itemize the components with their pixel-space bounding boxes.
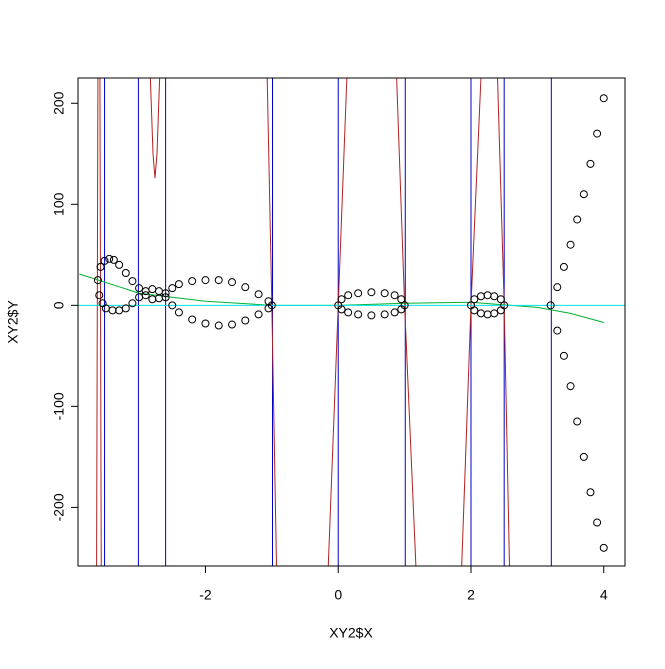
y-tick-label: 0 (51, 301, 67, 309)
point (168, 301, 177, 310)
point (121, 268, 130, 277)
point (161, 293, 170, 302)
point (201, 276, 210, 285)
point (599, 543, 608, 552)
point (254, 310, 263, 319)
point (135, 293, 144, 302)
y-tick-label: 100 (51, 192, 67, 216)
point (490, 309, 499, 318)
point (100, 256, 109, 265)
point (496, 295, 505, 304)
y-tick-label: -100 (51, 392, 67, 420)
point (337, 305, 346, 314)
point (559, 262, 568, 271)
point (470, 306, 479, 315)
point (380, 310, 389, 319)
point (476, 292, 485, 301)
point (105, 254, 114, 263)
point (573, 215, 582, 224)
point (96, 262, 105, 271)
point (380, 289, 389, 298)
point (390, 308, 399, 317)
point (101, 304, 110, 313)
point (264, 304, 273, 313)
point (108, 306, 117, 315)
y-tick-label: 200 (51, 91, 67, 115)
point (188, 277, 197, 286)
x-axis-label: XY2$X (329, 625, 373, 641)
point (390, 291, 399, 300)
point (367, 311, 376, 320)
point (566, 382, 575, 391)
point (483, 310, 492, 319)
point (586, 488, 595, 497)
point (214, 276, 223, 285)
point (228, 320, 237, 329)
point (397, 295, 406, 304)
point (344, 308, 353, 317)
curve-line (79, 273, 604, 323)
point (214, 321, 223, 330)
point (344, 291, 353, 300)
point (546, 301, 555, 310)
point (354, 289, 363, 298)
point (593, 129, 602, 138)
point (95, 291, 104, 300)
point (559, 351, 568, 360)
point (354, 310, 363, 319)
point (553, 326, 562, 335)
curve-line (96, 78, 510, 566)
point (579, 452, 588, 461)
point (135, 284, 144, 293)
point (490, 292, 499, 301)
point (573, 417, 582, 426)
point (154, 287, 163, 296)
point (566, 240, 575, 249)
point (579, 190, 588, 199)
point (174, 308, 183, 317)
point (188, 315, 197, 324)
point (593, 518, 602, 527)
plot-frame (77, 77, 626, 567)
point (148, 295, 157, 304)
point (168, 284, 177, 293)
point (115, 306, 124, 315)
point (586, 159, 595, 168)
point (141, 291, 150, 300)
point (121, 304, 130, 313)
point (241, 283, 250, 292)
point (397, 305, 406, 314)
point (148, 285, 157, 294)
point (254, 290, 263, 299)
point (599, 94, 608, 103)
y-tick-label: -200 (51, 493, 67, 521)
x-tick-label: 2 (467, 587, 475, 603)
x-tick-label: -2 (199, 587, 212, 603)
point (174, 280, 183, 289)
point (93, 276, 102, 285)
y-axis-label: XY2$Y (5, 300, 21, 344)
point (553, 283, 562, 292)
point (367, 288, 376, 297)
point (228, 278, 237, 287)
point (470, 295, 479, 304)
point (496, 306, 505, 315)
point (201, 319, 210, 328)
point (128, 299, 137, 308)
point (337, 295, 346, 304)
point (115, 260, 124, 269)
point (109, 255, 118, 264)
x-tick-label: 4 (600, 587, 608, 603)
point (241, 316, 250, 325)
point (483, 291, 492, 300)
point (476, 309, 485, 318)
x-tick-label: 0 (334, 587, 342, 603)
point (128, 277, 137, 286)
